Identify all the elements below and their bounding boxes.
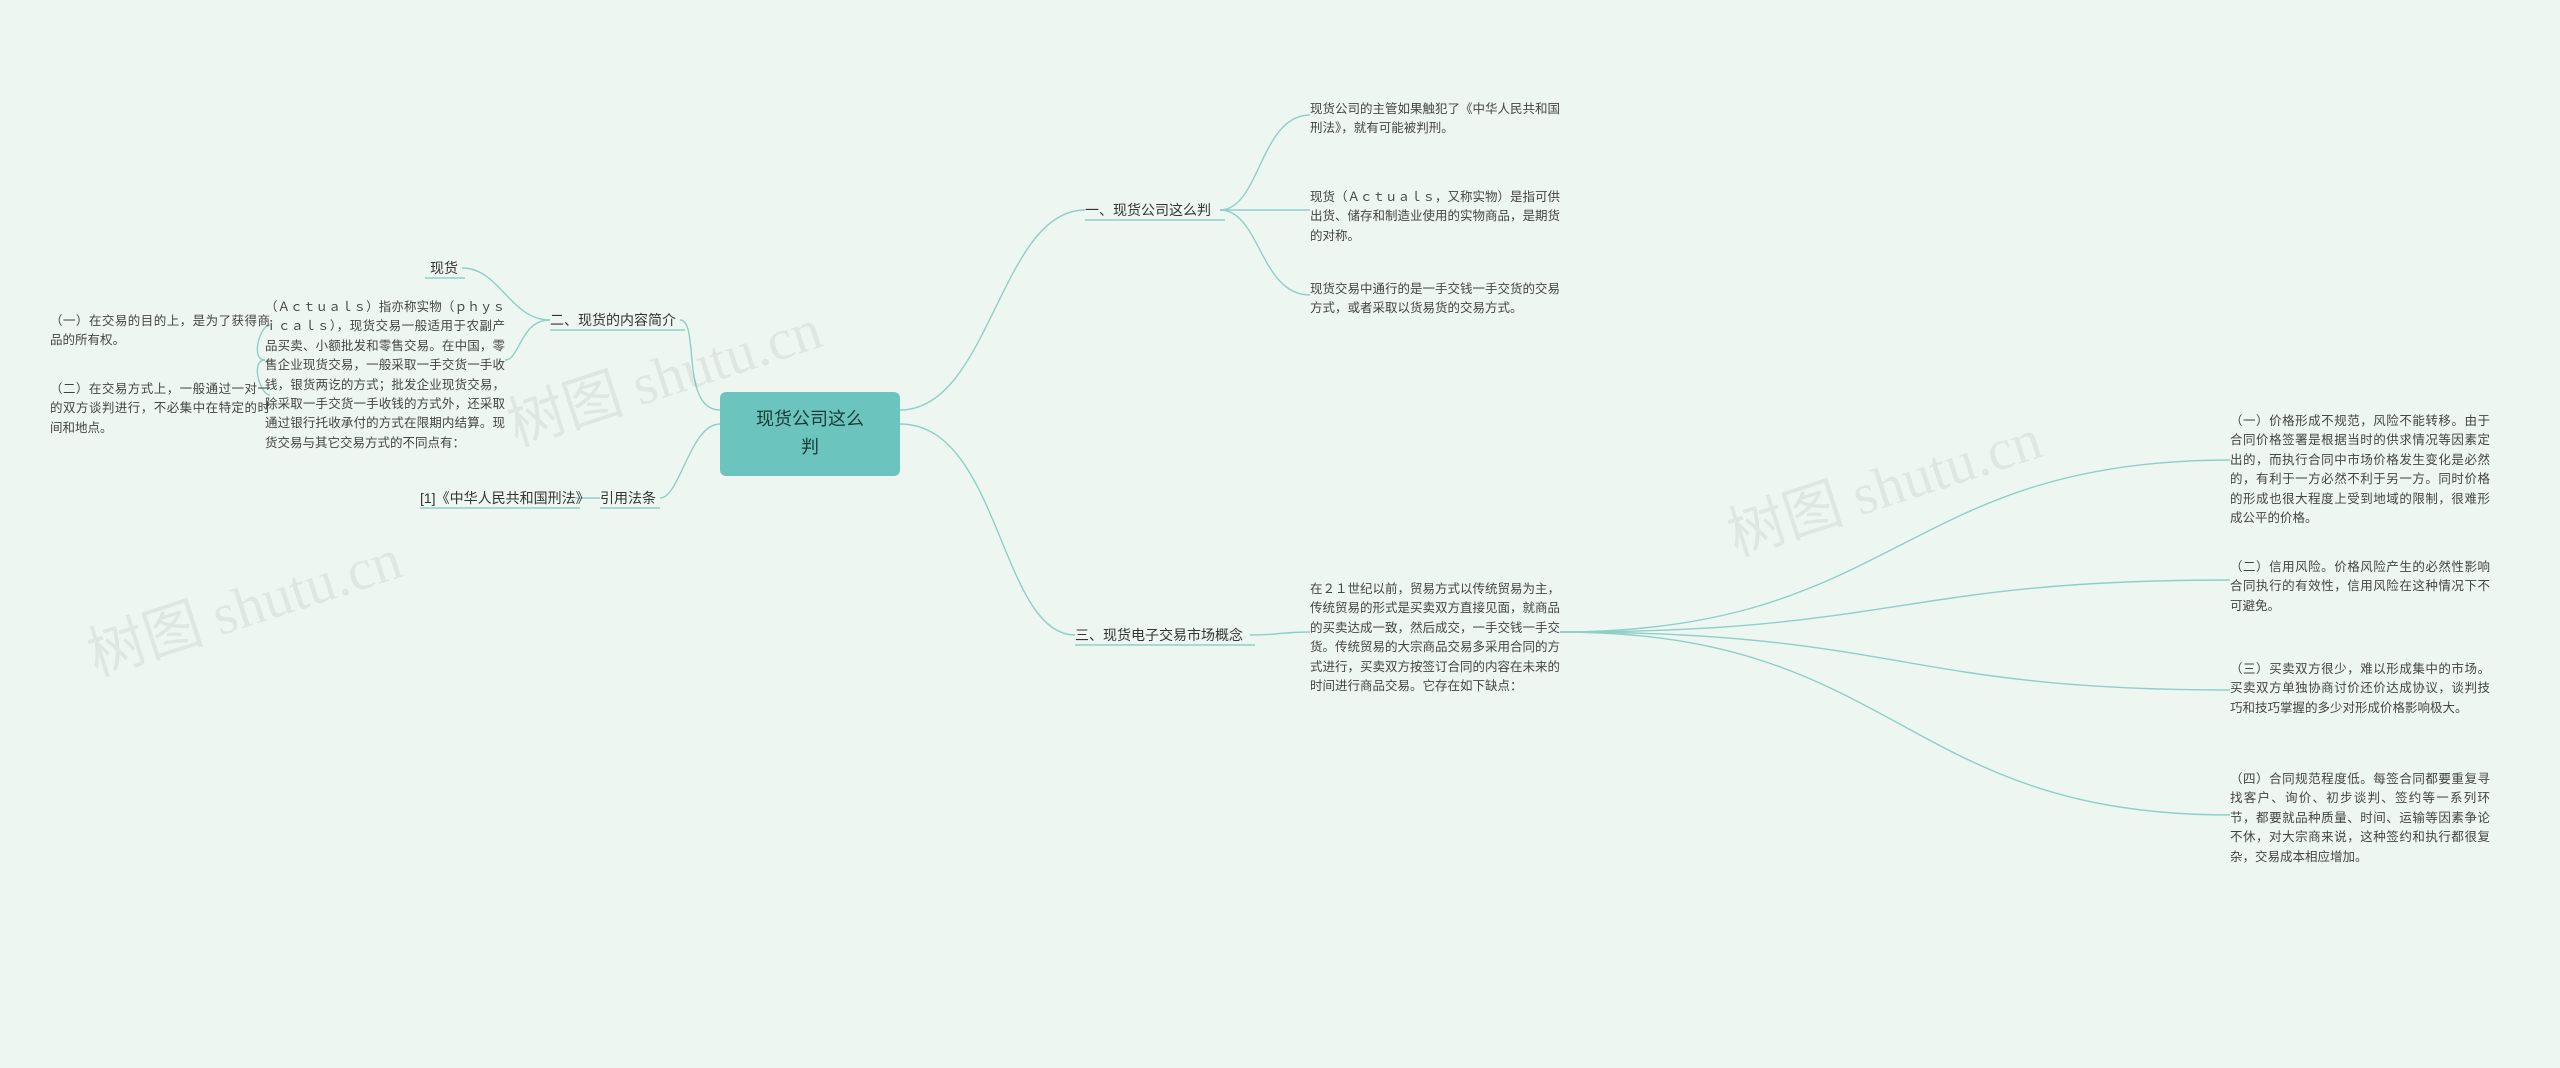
leaf-2a: （一）在交易的目的上，是为了获得商品的所有权。 [50,312,270,351]
root-node[interactable]: 现货公司这么判 [720,392,900,476]
subnode-actuals-title[interactable]: 现货 [430,258,458,280]
branch-3[interactable]: 三、现货电子交易市场概念 [1075,625,1243,647]
subnode-law-ref[interactable]: [1]《中华人民共和国刑法》 [420,488,590,510]
subnode-actuals-desc: （Ａｃｔｕａｌｓ）指亦称实物（ｐｈｙｓｉｃａｌｓ），现货交易一般适用于农副产品买… [265,298,505,453]
leaf-1c: 现货交易中通行的是一手交钱一手交货的交易方式，或者采取以货易货的交易方式。 [1310,280,1560,319]
leaf-3c: （三）买卖双方很少，难以形成集中的市场。买卖双方单独协商讨价还价达成协议，谈判技… [2230,660,2490,718]
branch-2[interactable]: 二、现货的内容简介 [550,310,676,332]
connector-lines [0,0,2560,1068]
leaf-3main: 在２１世纪以前，贸易方式以传统贸易为主，传统贸易的形式是买卖双方直接见面，就商品… [1310,580,1560,696]
leaf-3d: （四）合同规范程度低。每签合同都要重复寻找客户、询价、初步谈判、签约等一系列环节… [2230,770,2490,867]
watermark: 树图 shutu.cn [1715,392,2050,572]
leaf-1b: 现货（Ａｃｔｕａｌｓ，又称实物）是指可供出货、储存和制造业使用的实物商品，是期货… [1310,188,1560,246]
leaf-3a: （一）价格形成不规范，风险不能转移。由于合同价格签署是根据当时的供求情况等因素定… [2230,412,2490,528]
leaf-3b: （二）信用风险。价格风险产生的必然性影响合同执行的有效性，信用风险在这种情况下不… [2230,558,2490,616]
branch-4[interactable]: 引用法条 [600,488,656,510]
branch-1[interactable]: 一、现货公司这么判 [1085,200,1211,222]
watermark: 树图 shutu.cn [75,512,410,692]
leaf-2b: （二）在交易方式上，一般通过一对一的双方谈判进行，不必集中在特定的时间和地点。 [50,380,270,438]
leaf-1a: 现货公司的主管如果触犯了《中华人民共和国刑法》，就有可能被判刑。 [1310,100,1560,139]
